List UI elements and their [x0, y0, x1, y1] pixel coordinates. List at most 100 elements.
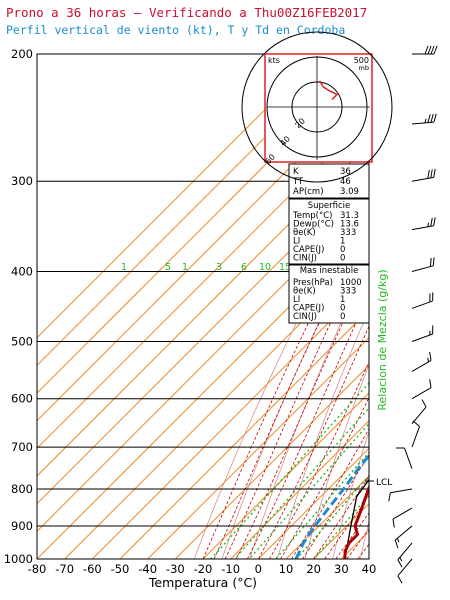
profiles — [294, 453, 369, 559]
barb-staff — [390, 488, 413, 494]
isotherm-line — [37, 170, 369, 505]
temperature-tick-label: -60 — [83, 562, 102, 576]
index-value: 3.09 — [340, 187, 359, 197]
wind-barb — [411, 399, 427, 425]
barb-half-flag — [399, 557, 403, 562]
temperature-tick-label: 10 — [279, 562, 294, 576]
index-value: 1000 — [340, 278, 362, 288]
temperature-tick-label: -30 — [166, 562, 185, 576]
isotherm-line — [119, 309, 369, 559]
index-key: AP(cm) — [293, 187, 324, 197]
parcel-trace — [344, 478, 369, 559]
mixing-ratio-label: 5 — [165, 262, 171, 273]
index-key: Pres(hPa) — [293, 278, 333, 288]
unstable-box — [288, 264, 370, 324]
barb-flag — [432, 292, 434, 301]
index-value: 31.3 — [340, 211, 359, 221]
barb-flag — [429, 351, 432, 361]
index-value: 0 — [340, 254, 345, 264]
pressure-tick-label: 600 — [11, 392, 33, 406]
barb-half-flag — [424, 118, 427, 124]
hodograph-units: kts — [268, 56, 280, 65]
barb-half-flag — [396, 537, 400, 543]
index-key: LI — [293, 295, 300, 305]
temperature-tick-label: -50 — [111, 562, 130, 576]
temperature-tick-label: 0 — [255, 562, 262, 576]
wind-barb — [411, 168, 436, 182]
index-key: Temp(°C) — [292, 211, 332, 221]
temperature-tick-label: 40 — [362, 562, 377, 576]
index-key: LI — [293, 237, 300, 247]
barb-half-flag — [427, 357, 429, 362]
wind-barb — [411, 257, 435, 272]
wind-barb — [397, 558, 413, 584]
pressure-tick-label: 800 — [11, 482, 33, 496]
barb-staff — [411, 176, 434, 182]
index-value: 0 — [340, 245, 345, 255]
temperature-trace — [343, 484, 369, 559]
chart-subtitle: Perfil vertical de viento (kt), T y Td e… — [6, 23, 346, 37]
barb-flag — [430, 169, 433, 179]
index-key: CIN(J) — [293, 312, 317, 322]
moist-adiabat — [257, 325, 369, 559]
barb-flag — [397, 559, 403, 568]
hodograph-trace — [318, 80, 339, 101]
temperature-tick-label: 30 — [334, 562, 349, 576]
barb-staff — [397, 542, 413, 561]
surface-box — [288, 198, 370, 265]
index-value: 1 — [340, 237, 345, 247]
index-key: TT — [292, 177, 304, 187]
pressure-tick-label: 1000 — [4, 552, 33, 566]
barb-half-flag — [429, 330, 431, 336]
barb-half-flag — [427, 222, 430, 227]
temperature-tick-label: -70 — [55, 562, 74, 576]
isotherm-line — [37, 54, 322, 339]
barb-staff — [397, 558, 413, 577]
wind-barb — [411, 113, 437, 125]
wind-barb — [411, 217, 436, 231]
barb-staff — [411, 426, 420, 448]
wind-barb — [394, 525, 413, 549]
index-value: 0 — [340, 312, 345, 322]
barb-staff — [411, 333, 433, 342]
isotherm-line — [37, 54, 349, 367]
moist-adiabat — [335, 512, 369, 559]
barb-staff — [411, 387, 432, 400]
hodograph-level: 500 — [354, 56, 369, 65]
index-key: CIN(J) — [293, 254, 317, 264]
barb-flag — [433, 113, 437, 123]
index-key: K — [293, 167, 299, 177]
wind-barb — [388, 488, 413, 502]
dry-adiabat — [443, 54, 450, 559]
pressure-tick-label: 700 — [11, 440, 33, 454]
dry-adiabat — [332, 430, 369, 559]
barb-flag — [427, 114, 431, 123]
wind-barb — [397, 542, 413, 568]
mixing-ratio-label: 1 — [121, 262, 127, 273]
isotherm-line — [257, 447, 369, 559]
barb-flag — [395, 447, 405, 449]
temperature-tick-label: -10 — [221, 562, 240, 576]
barb-flag — [427, 169, 430, 179]
barb-flag — [427, 45, 432, 55]
barb-flag — [432, 325, 434, 334]
index-value: 36 — [340, 167, 351, 177]
barb-staff — [411, 300, 433, 309]
barb-staff — [392, 507, 413, 520]
wind-barb — [411, 379, 432, 400]
temperature-tick-label: 20 — [306, 562, 321, 576]
temperature-tick-label: -80 — [28, 562, 47, 576]
temperature-tick-label: -20 — [194, 562, 213, 576]
index-key: CAPE(J) — [293, 304, 324, 314]
temperature-tick-label: -40 — [138, 562, 157, 576]
axes: 1 5 1 3 6 10 152003004005006007008009001000-80… — [4, 47, 393, 576]
barb-flag — [429, 379, 432, 388]
barb-flag — [424, 45, 429, 55]
isotherm-line — [37, 143, 369, 477]
mixing-ratio-label: 15 — [279, 262, 291, 273]
barb-flag — [392, 518, 395, 528]
wind-barb — [412, 45, 438, 55]
